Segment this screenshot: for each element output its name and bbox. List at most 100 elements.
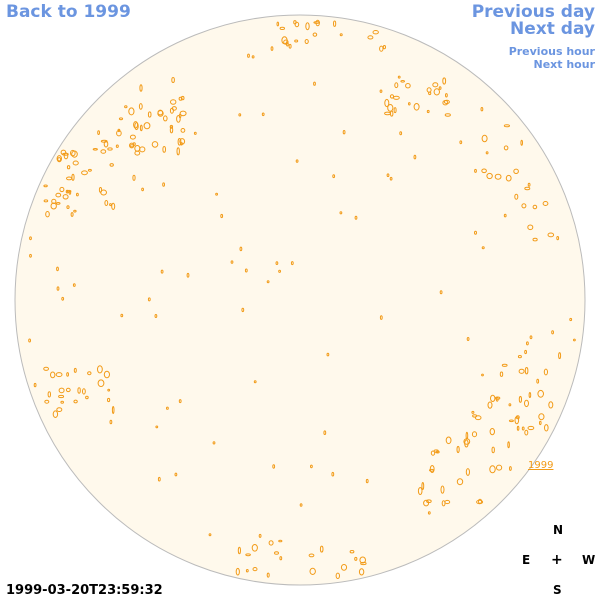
contour-mark	[55, 372, 63, 378]
contour-mark	[28, 338, 32, 343]
contour-mark	[52, 410, 59, 419]
contour-mark	[471, 431, 478, 438]
contour-mark	[547, 232, 555, 238]
next-day-link[interactable]: Next day	[510, 19, 595, 39]
contour-mark	[521, 203, 527, 209]
previous-hour-link[interactable]: Previous hour	[508, 45, 595, 58]
contour-mark	[335, 572, 340, 579]
contour-mark	[162, 146, 166, 153]
contour-mark	[503, 145, 509, 151]
contour-mark	[59, 186, 65, 193]
contour-mark	[397, 75, 401, 79]
contour-mark	[312, 32, 318, 37]
contour-mark	[332, 174, 336, 179]
contour-mark	[116, 130, 122, 137]
contour-mark	[155, 425, 159, 429]
contour-mark	[456, 445, 460, 454]
contour-mark	[551, 330, 554, 335]
contour-mark	[517, 355, 522, 359]
contour-mark	[57, 157, 62, 162]
contour-mark	[387, 104, 394, 112]
contour-mark	[532, 237, 538, 242]
contour-mark	[252, 567, 258, 572]
contour-mark	[342, 130, 346, 135]
contour-mark	[72, 160, 79, 166]
contour-mark	[508, 403, 512, 407]
previous-day-link[interactable]: Previous day	[471, 2, 595, 22]
contour-mark	[235, 567, 240, 576]
contour-mark	[481, 134, 488, 143]
contour-mark	[389, 94, 395, 99]
contour-mark	[47, 391, 51, 398]
contour-mark	[193, 131, 197, 135]
contour-mark	[266, 280, 270, 284]
contour-mark	[180, 142, 183, 146]
contour-mark	[180, 128, 186, 133]
contour-mark	[33, 382, 37, 388]
contour-mark	[299, 503, 303, 507]
contour-mark	[65, 189, 69, 194]
contour-mark	[305, 22, 310, 31]
contour-mark	[544, 424, 549, 432]
contour-mark	[413, 154, 417, 160]
contour-mark	[107, 397, 111, 403]
contour-mark	[120, 313, 124, 318]
contour-mark	[151, 141, 159, 148]
contour-mark	[538, 413, 545, 421]
contour-mark	[55, 192, 62, 198]
contour-mark	[73, 367, 77, 373]
contour-mark	[505, 174, 512, 182]
contour-mark	[245, 553, 251, 557]
contour-mark	[162, 182, 166, 187]
contour-mark	[481, 246, 485, 250]
contour-mark	[97, 365, 103, 374]
contour-mark	[495, 396, 499, 402]
contour-mark	[275, 261, 279, 266]
contour-mark	[466, 337, 470, 341]
contour-mark	[258, 533, 262, 538]
contour-mark	[278, 269, 282, 273]
active-region-link[interactable]: 1999	[528, 460, 554, 471]
contour-mark	[399, 131, 403, 136]
contour-mark	[117, 128, 121, 133]
compass-east: E	[522, 553, 531, 567]
contour-mark	[50, 371, 56, 379]
contour-mark	[244, 268, 248, 273]
contour-mark	[423, 499, 430, 507]
contour-mark	[486, 172, 493, 180]
contour-mark	[400, 80, 406, 83]
contour-mark	[513, 168, 519, 175]
contour-mark	[304, 39, 309, 44]
contour-mark	[176, 115, 181, 123]
contour-mark	[481, 373, 484, 377]
contour-mark	[220, 213, 224, 219]
contour-mark	[103, 140, 109, 148]
back-to-year-link[interactable]: Back to 1999	[6, 2, 131, 22]
contour-mark	[569, 317, 573, 322]
contour-mark	[294, 39, 299, 43]
contour-mark	[70, 149, 76, 157]
next-hour-link[interactable]: Next hour	[533, 58, 596, 71]
contour-mark	[539, 420, 542, 426]
contour-mark	[66, 165, 71, 170]
contour-mark	[61, 296, 65, 301]
contour-mark	[73, 209, 77, 213]
contour-mark	[109, 163, 114, 167]
contour-mark	[359, 556, 367, 564]
contour-mark	[432, 82, 439, 88]
contour-mark	[247, 53, 250, 58]
contour-mark	[62, 194, 69, 200]
contour-mark	[394, 82, 399, 89]
contour-mark	[147, 297, 151, 302]
contour-mark	[520, 139, 524, 146]
contour-mark	[313, 81, 316, 86]
contour-mark	[524, 399, 529, 408]
contour-mark	[85, 395, 89, 400]
contour-mark	[111, 202, 116, 210]
contour-mark	[104, 200, 109, 206]
contour-mark	[524, 429, 529, 436]
contour-mark	[354, 556, 358, 561]
contour-mark	[379, 89, 383, 93]
contour-mark	[97, 130, 100, 136]
contour-mark	[430, 450, 436, 456]
